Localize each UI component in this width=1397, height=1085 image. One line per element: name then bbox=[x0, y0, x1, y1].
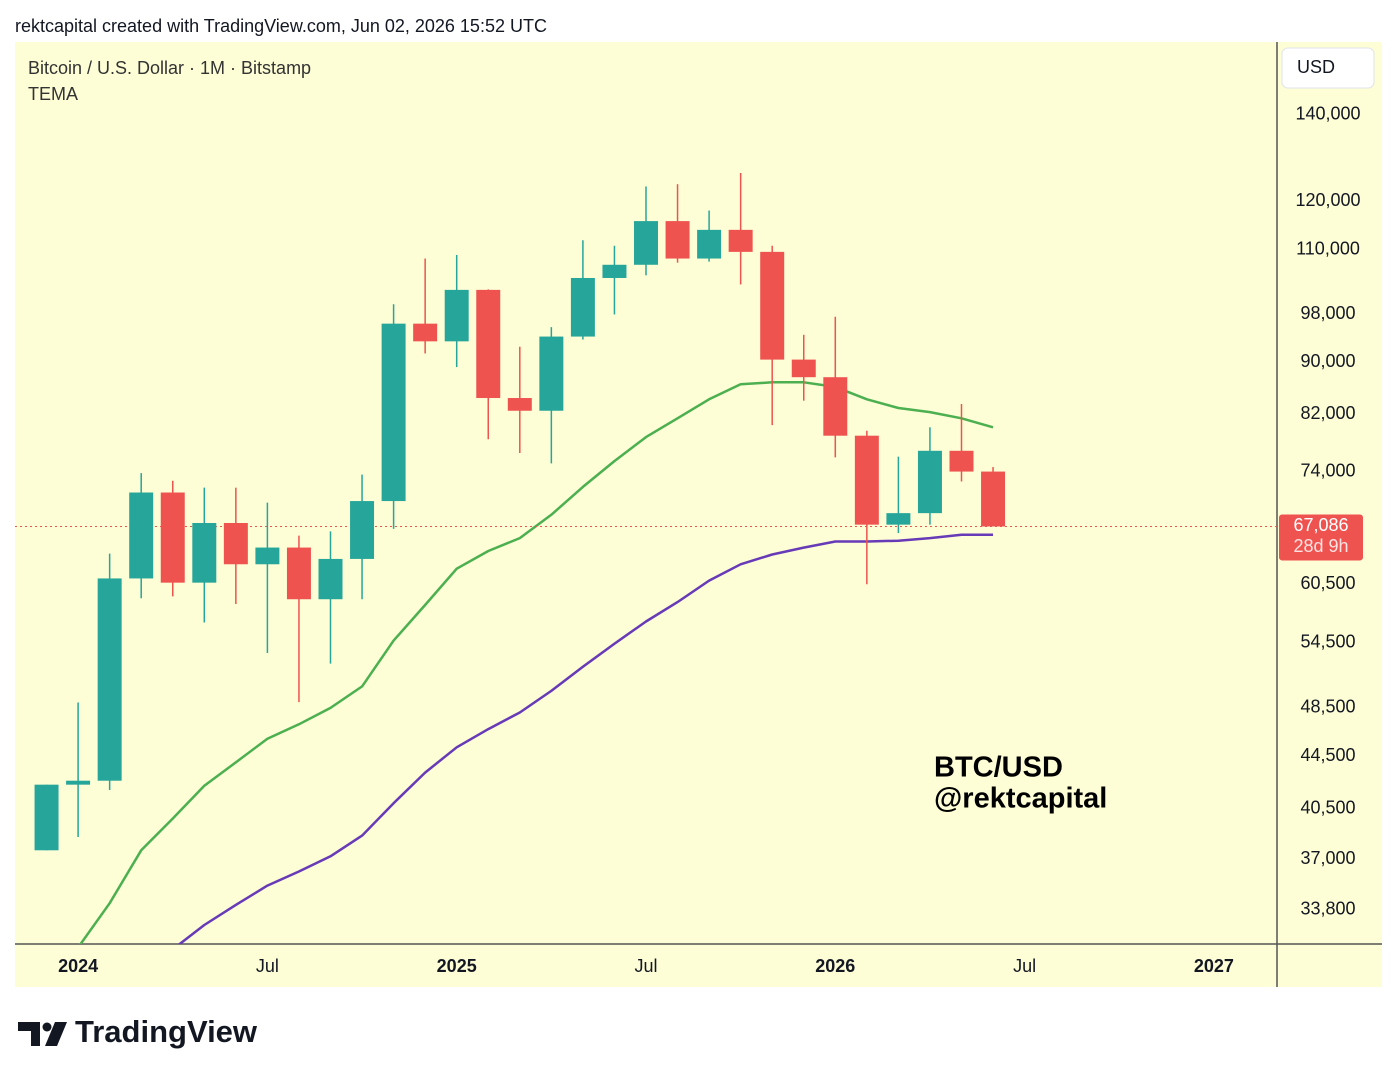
candle-body bbox=[129, 492, 154, 579]
y-tick-label: 48,500 bbox=[1300, 697, 1355, 717]
candle-body bbox=[854, 435, 879, 525]
candle-body bbox=[507, 398, 532, 411]
candle-body bbox=[728, 229, 753, 252]
candle-body bbox=[413, 323, 438, 342]
candle-body bbox=[350, 501, 375, 559]
candle-body bbox=[949, 450, 974, 472]
candle-body bbox=[791, 359, 816, 378]
x-tick-label: 2024 bbox=[58, 956, 98, 976]
candle-body bbox=[318, 558, 343, 600]
y-tick-label: 110,000 bbox=[1296, 239, 1360, 259]
brand-name: TradingView bbox=[75, 1014, 258, 1049]
candle-body bbox=[665, 221, 690, 259]
candle-body bbox=[444, 289, 469, 342]
y-tick-label: 98,000 bbox=[1300, 303, 1355, 323]
candle-body bbox=[381, 323, 406, 502]
y-tick-label: 37,000 bbox=[1300, 848, 1355, 868]
y-tick-label: 33,800 bbox=[1300, 899, 1355, 919]
x-tick-label: Jul bbox=[634, 956, 657, 976]
candle-body bbox=[570, 277, 595, 337]
x-tick-label: 2025 bbox=[437, 956, 477, 976]
y-tick-label: 140,000 bbox=[1295, 104, 1360, 124]
y-tick-label: 74,000 bbox=[1300, 460, 1355, 480]
candle-body bbox=[34, 784, 59, 851]
candle-body bbox=[192, 522, 217, 583]
candle-body bbox=[223, 522, 248, 565]
candle-body bbox=[697, 229, 722, 259]
candle-body bbox=[97, 578, 122, 781]
candle-body bbox=[66, 780, 91, 785]
candle-body bbox=[760, 251, 785, 360]
candle-body bbox=[160, 492, 185, 583]
y-tick-label: 44,500 bbox=[1300, 745, 1355, 765]
currency-label[interactable]: USD bbox=[1297, 57, 1335, 77]
x-tick-label: Jul bbox=[1013, 956, 1036, 976]
candle-body bbox=[476, 289, 501, 399]
candle-body bbox=[634, 221, 658, 265]
indicator-name: TEMA bbox=[28, 84, 78, 104]
y-tick-label: 60,500 bbox=[1300, 573, 1355, 593]
indicator-line bbox=[177, 533, 993, 944]
candle-body bbox=[255, 547, 280, 565]
brand-logo bbox=[18, 1022, 67, 1046]
x-tick-label: Jul bbox=[256, 956, 279, 976]
y-tick-label: 54,500 bbox=[1300, 631, 1355, 651]
candle-body bbox=[886, 513, 911, 525]
x-tick-label: 2026 bbox=[815, 956, 855, 976]
currency-box[interactable] bbox=[1281, 47, 1375, 89]
candle-body bbox=[602, 264, 627, 278]
y-tick-label: 120,000 bbox=[1295, 190, 1360, 210]
watermark: BTC/USD bbox=[934, 752, 1063, 784]
x-tick-label: 2027 bbox=[1194, 956, 1234, 976]
y-tick-label: 40,500 bbox=[1300, 797, 1355, 817]
chart-background bbox=[15, 42, 1382, 987]
countdown-label: 28d 9h bbox=[1293, 536, 1348, 556]
watermark: @rektcapital bbox=[934, 783, 1107, 815]
header: rektcapital created with TradingView.com… bbox=[15, 16, 547, 36]
y-tick-label: 90,000 bbox=[1300, 351, 1355, 371]
plot-area bbox=[15, 172, 1277, 944]
candle-body bbox=[286, 547, 311, 600]
y-tick-label: 82,000 bbox=[1300, 403, 1355, 423]
candle-body bbox=[917, 450, 942, 514]
candle-body bbox=[981, 471, 1006, 527]
candle-body bbox=[539, 336, 564, 411]
last-price-box bbox=[1279, 514, 1363, 561]
last-price-label: 67,086 bbox=[1293, 515, 1348, 535]
symbol-title: Bitcoin / U.S. Dollar · 1M · Bitstamp bbox=[28, 58, 311, 78]
candle-body bbox=[823, 377, 848, 436]
